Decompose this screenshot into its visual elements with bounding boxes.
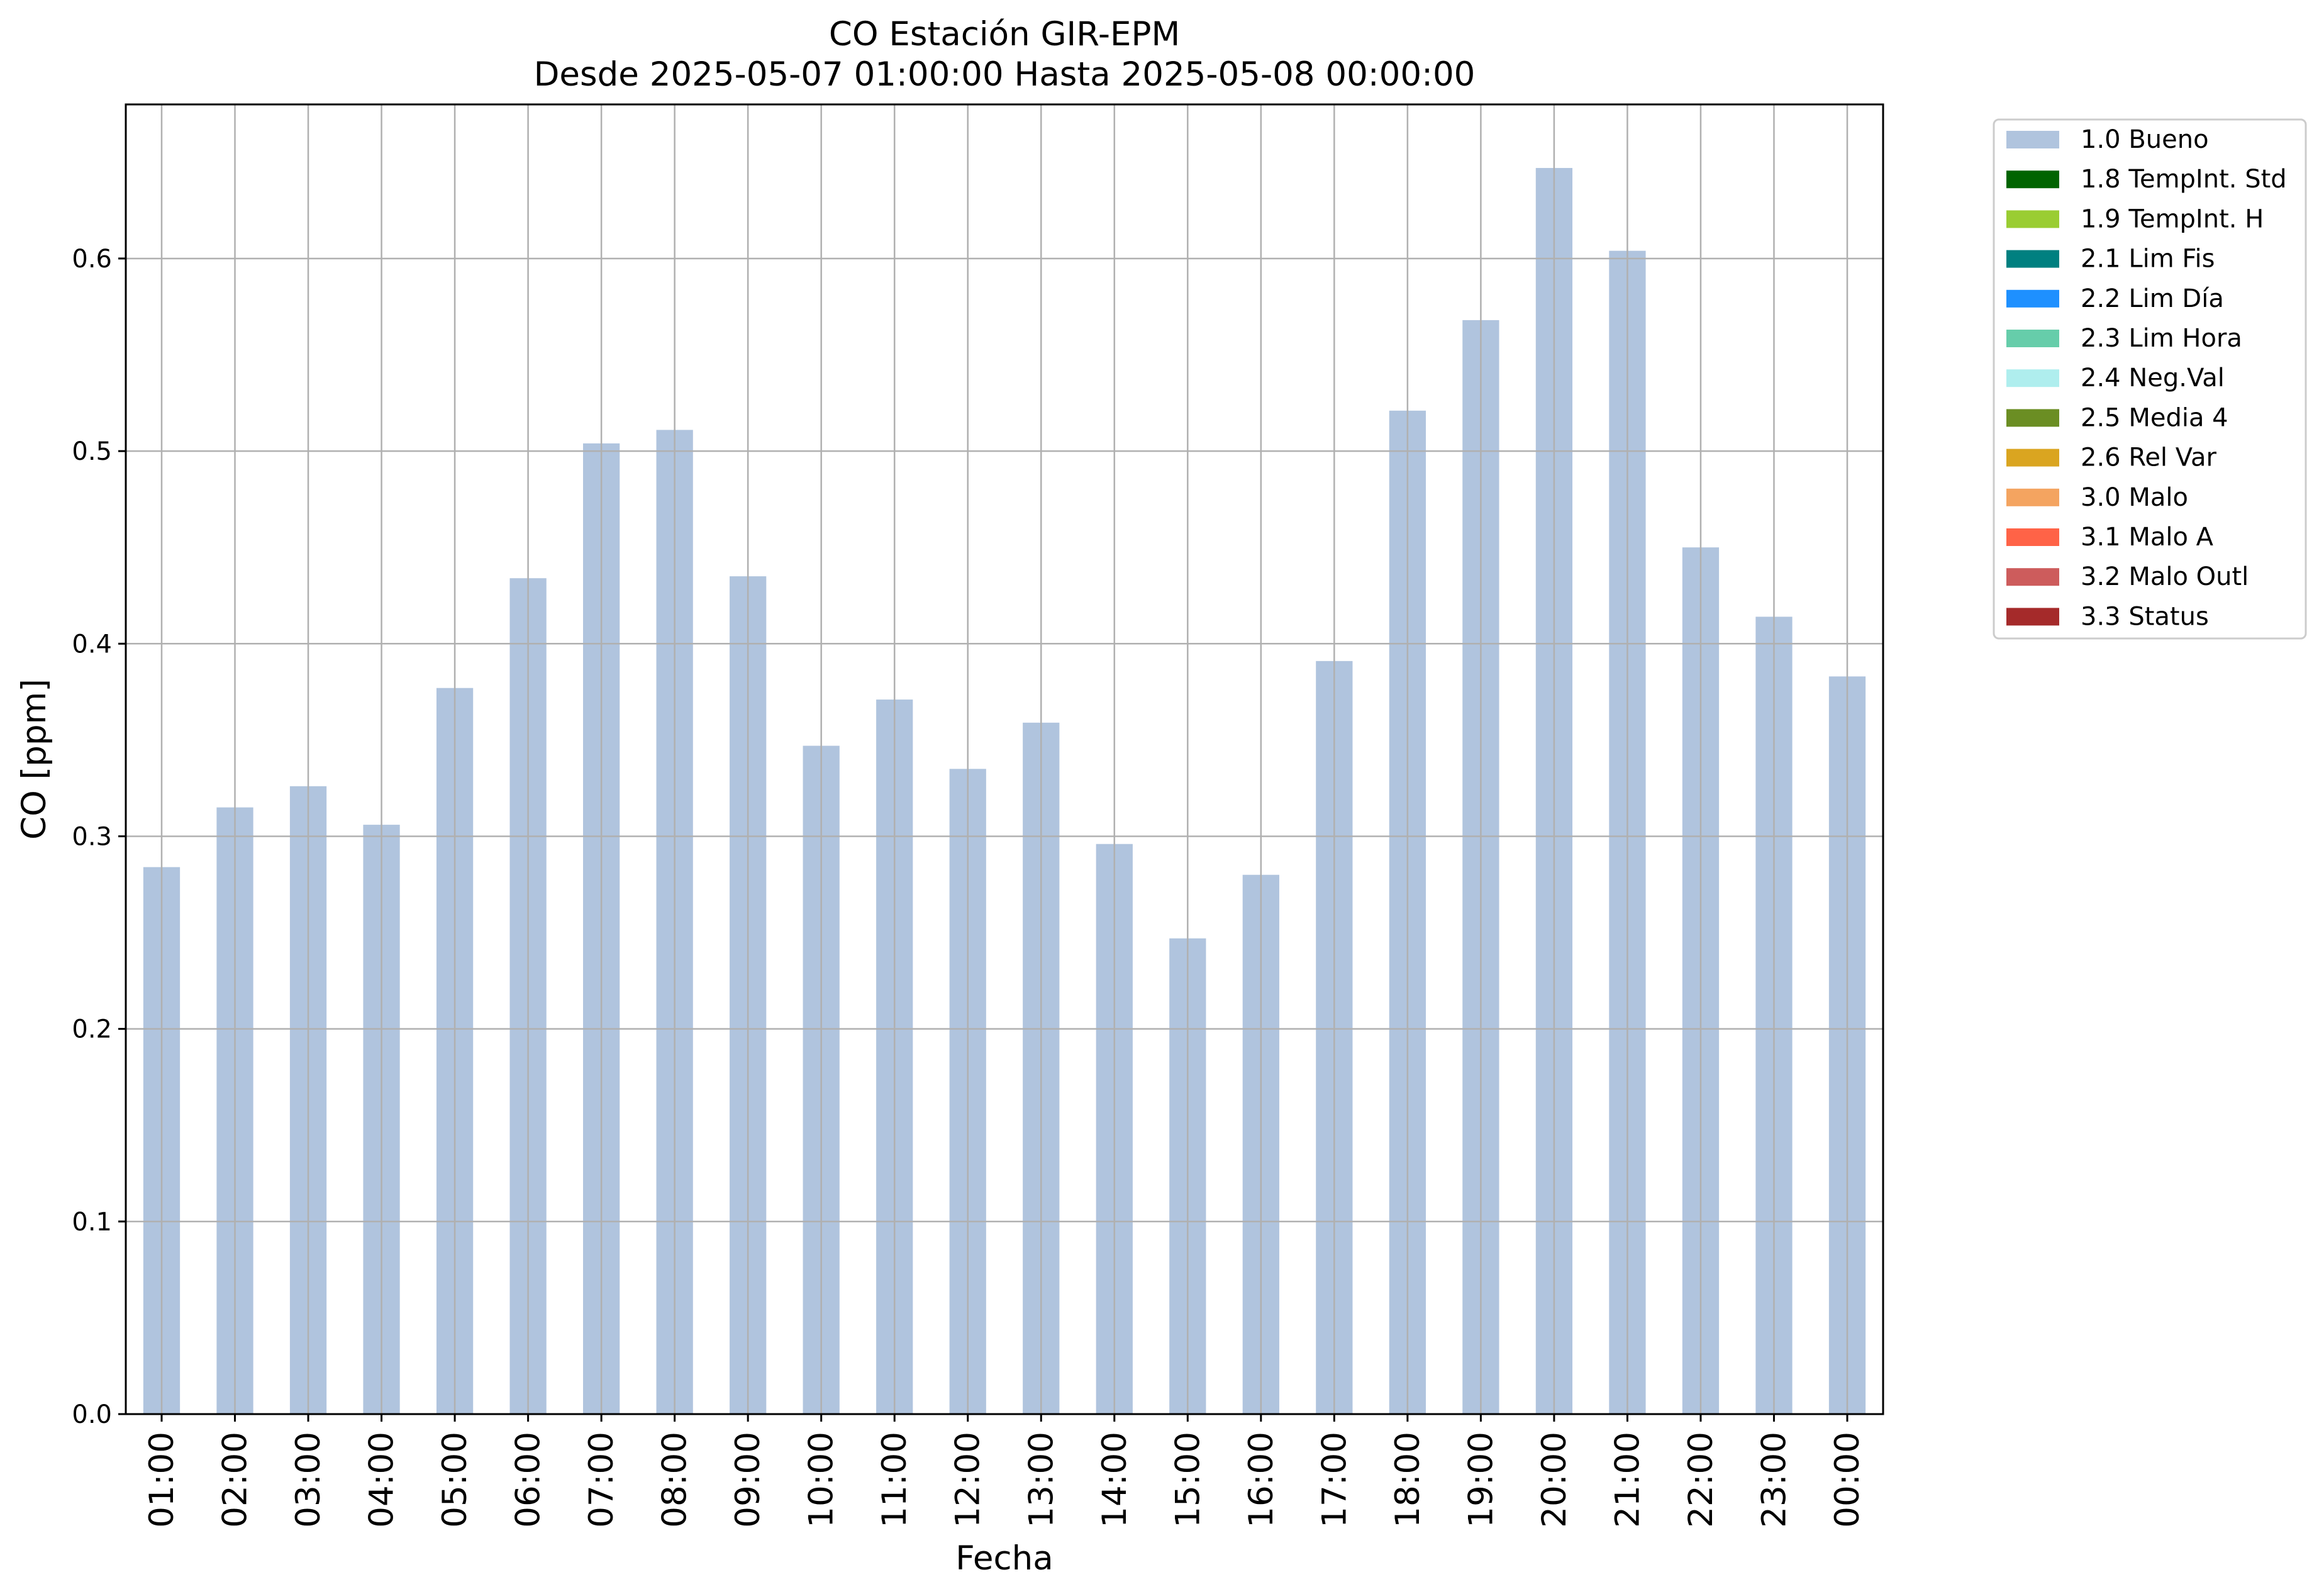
x-tick-label: 22:00 (1682, 1432, 1720, 1528)
legend-swatch (2006, 170, 2059, 189)
x-tick-label: 11:00 (876, 1432, 914, 1528)
legend-swatch (2006, 409, 2059, 427)
legend-swatch (2006, 289, 2059, 308)
legend-frame (1993, 118, 2307, 640)
y-tick-label: 0.1 (72, 1208, 112, 1237)
legend-swatch (2006, 330, 2059, 347)
x-tick-label: 20:00 (1535, 1432, 1574, 1528)
legend-swatch (2006, 568, 2059, 586)
y-tick-label: 0.6 (72, 245, 112, 274)
legend-label: 2.4 Neg.Val (2081, 364, 2225, 393)
legend-label: 3.1 Malo A (2081, 523, 2214, 552)
x-tick-label: 05:00 (436, 1432, 474, 1528)
legend-swatch (2006, 528, 2059, 546)
x-axis-ticks: 01:00 02:00 03:00 04:00 05:00 06:00 07:00 08:00… (143, 1414, 1867, 1528)
x-tick-label: 01:00 (143, 1432, 181, 1528)
chart-subtitle: Desde 2025-05-07 01:00:00 Hasta 2025-05-… (534, 55, 1476, 94)
legend-label: 1.0 Bueno (2081, 125, 2209, 154)
y-tick-label: 0.0 (72, 1400, 112, 1429)
legend-swatch (2006, 608, 2059, 626)
legend-label: 1.9 TempInt. H (2081, 204, 2264, 233)
x-tick-label: 18:00 (1389, 1432, 1427, 1528)
x-tick-label: 07:00 (582, 1432, 621, 1528)
plot-area-frame (125, 103, 1884, 1415)
legend-swatch (2006, 131, 2059, 148)
x-tick-label: 16:00 (1242, 1432, 1281, 1528)
x-tick-label: 14:00 (1096, 1432, 1134, 1528)
x-axis-label: Fecha (955, 1539, 1053, 1578)
x-tick-label: 21:00 (1608, 1432, 1647, 1528)
x-tick-label: 23:00 (1755, 1432, 1793, 1528)
x-tick-label: 03:00 (289, 1432, 328, 1528)
legend: 1.0 Bueno 1.8 TempInt. Std 1.9 TempInt. H 2… (1993, 118, 2307, 640)
x-tick-label: 10:00 (803, 1432, 841, 1528)
x-tick-label: 08:00 (656, 1432, 694, 1528)
x-tick-label: 15:00 (1169, 1432, 1207, 1528)
legend-swatch (2006, 250, 2059, 268)
x-tick-label: 00:00 (1828, 1432, 1867, 1528)
y-tick-label: 0.3 (72, 822, 112, 851)
y-axis-ticks: 0.0 0.1 0.2 0.3 0.4 0.5 0.6 (72, 245, 126, 1429)
x-tick-label: 19:00 (1462, 1432, 1500, 1528)
x-tick-label: 09:00 (729, 1432, 767, 1528)
legend-label: 3.3 Status (2081, 602, 2209, 631)
legend-label: 2.6 Rel Var (2081, 443, 2217, 472)
y-axis-label: CO [ppm] (15, 679, 53, 840)
x-tick-label: 13:00 (1022, 1432, 1060, 1528)
legend-label: 3.0 Malo (2081, 483, 2188, 512)
x-tick-label: 04:00 (363, 1432, 401, 1528)
legend-swatch (2006, 369, 2059, 387)
x-tick-label: 02:00 (216, 1432, 255, 1528)
legend-label: 2.2 Lim Día (2081, 284, 2224, 313)
y-tick-label: 0.2 (72, 1015, 112, 1044)
x-tick-label: 06:00 (509, 1432, 548, 1528)
chart-title: CO Estación GIR-EPM (829, 15, 1180, 53)
legend-label: 2.5 Media 4 (2081, 403, 2228, 432)
x-tick-label: 17:00 (1315, 1432, 1354, 1528)
legend-label: 3.2 Malo Outl (2081, 562, 2249, 591)
legend-swatch (2006, 210, 2059, 228)
y-tick-label: 0.4 (72, 630, 112, 659)
bars (143, 168, 1866, 1415)
y-tick-label: 0.5 (72, 437, 112, 466)
legend-label: 2.1 Lim Fis (2081, 245, 2215, 274)
x-tick-label: 12:00 (949, 1432, 987, 1528)
legend-label: 2.3 Lim Hora (2081, 324, 2242, 353)
legend-swatch (2006, 488, 2059, 506)
legend-swatch (2006, 449, 2059, 467)
legend-label: 1.8 TempInt. Std (2081, 165, 2287, 194)
